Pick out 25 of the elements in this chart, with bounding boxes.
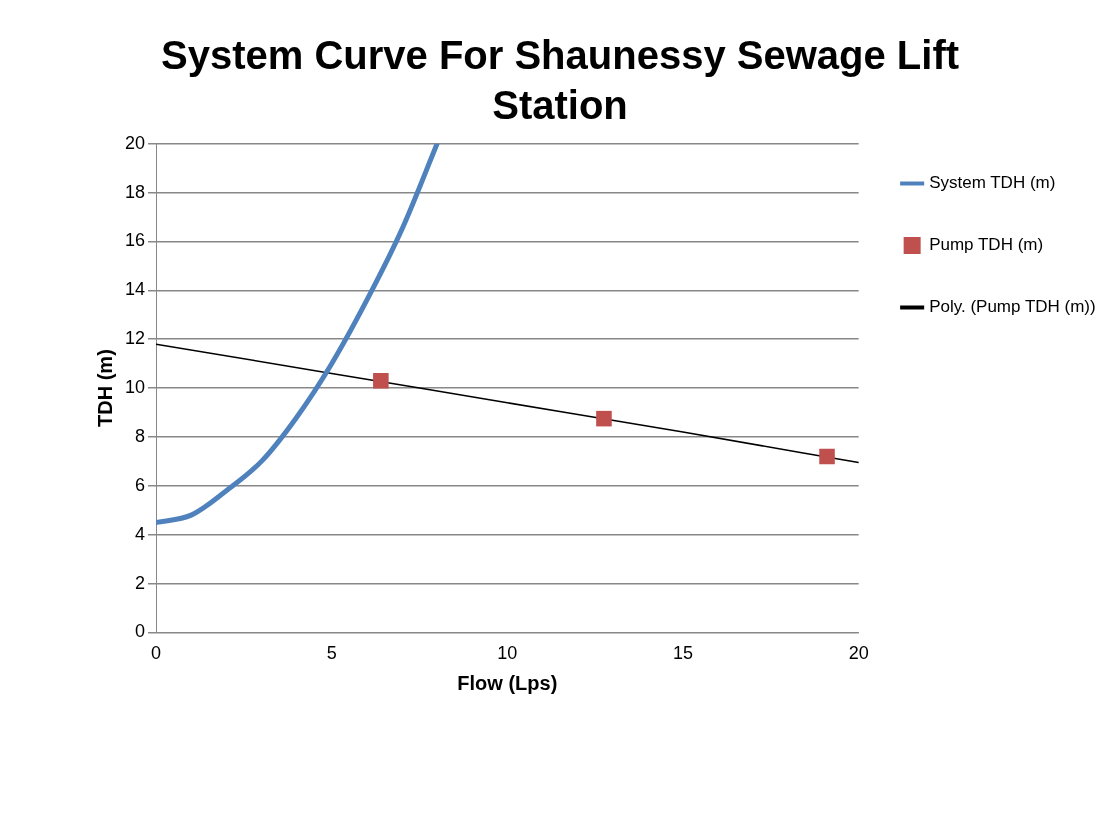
x-axis-title: Flow (Lps) xyxy=(457,671,558,694)
y-tick-label: 14 xyxy=(124,279,146,300)
y-axis-title: TDH (m) xyxy=(93,349,116,427)
chart-title: System Curve For Shaunessy Sewage Lift Station xyxy=(159,32,960,129)
y-tick-label: 2 xyxy=(135,572,146,593)
x-tick-label: 5 xyxy=(326,643,337,664)
y-tick-label: 20 xyxy=(124,132,146,153)
y-tick-label: 12 xyxy=(124,328,146,349)
y-tick-label: 10 xyxy=(124,377,146,398)
legend-label: System TDH (m) xyxy=(929,173,1056,193)
legend-label: Pump TDH (m) xyxy=(929,235,1044,255)
y-tick-label: 8 xyxy=(135,425,146,446)
y-tick-label: 18 xyxy=(124,181,146,202)
x-tick-label: 20 xyxy=(848,643,869,664)
x-tick-label: 10 xyxy=(497,643,518,664)
legend-label: Poly. (Pump TDH (m)) xyxy=(929,297,1096,317)
point xyxy=(373,372,389,389)
point xyxy=(819,448,835,465)
y-tick-label: 4 xyxy=(135,523,146,544)
x-tick-label: 15 xyxy=(672,643,694,664)
y-tick-label: 0 xyxy=(135,621,146,642)
x-tick-label: 0 xyxy=(151,643,162,664)
point xyxy=(596,410,612,427)
y-tick-label: 6 xyxy=(135,474,146,495)
y-tick-label: 16 xyxy=(124,230,146,251)
